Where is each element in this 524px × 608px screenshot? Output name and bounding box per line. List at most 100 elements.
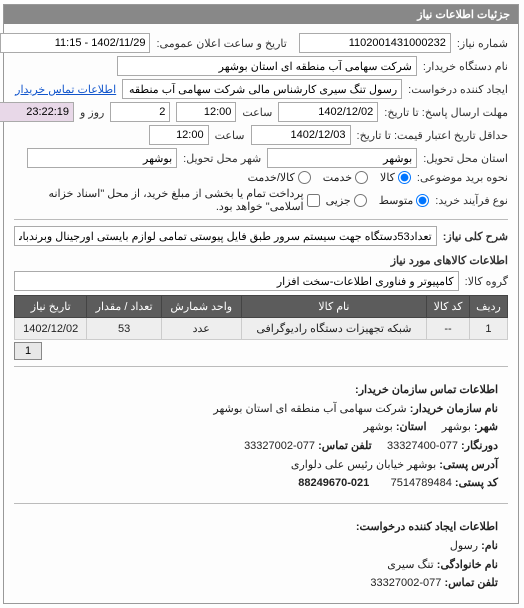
payment-checkbox-input[interactable] [308, 194, 321, 207]
desc-input[interactable] [15, 226, 438, 246]
org-addr-label: آدرس پستی: [440, 459, 499, 471]
org-special-phone: 021-88249670 [299, 477, 370, 489]
req-contact-block: اطلاعات ایجاد کننده درخواست: نام: رسول ن… [15, 514, 509, 597]
row-requester: ایجاد کننده درخواست: اطلاعات تماس خریدار [15, 79, 509, 99]
deadline-time-input[interactable] [177, 102, 237, 122]
org-phone: 077-33327002 [245, 440, 316, 452]
org-fax: 077-33327400 [388, 440, 459, 452]
buyer-input[interactable] [118, 56, 418, 76]
org-addr: بوشهر خیابان رئیس علی دلواری [292, 459, 437, 471]
org-postal-label: کد پستی: [456, 477, 499, 489]
req-name: رسول [451, 540, 479, 552]
payment-checkbox[interactable]: پرداخت تمام یا بخشی از مبلغ خرید، از محل… [15, 187, 321, 213]
row-delivery: استان محل تحویل: شهر محل تحویل: [15, 148, 509, 168]
remain-time-input [0, 102, 75, 122]
deadline-time-label: ساعت [243, 106, 273, 119]
req-family: تنگ سیری [388, 559, 435, 571]
min-valid-label: حداقل تاریخ اعتبار قیمت: تا تاریخ: [358, 129, 509, 142]
payment-note-label: پرداخت تمام یا بخشی از مبلغ خرید، از محل… [15, 187, 305, 213]
delivery-city-label: شهر محل تحویل: [184, 152, 262, 165]
org-name-label: نام سازمان خریدار: [411, 403, 499, 415]
request-no-input[interactable] [300, 33, 452, 53]
min-valid-time-label: ساعت [216, 129, 246, 142]
deadline-label: مهلت ارسال پاسخ: تا تاریخ: [385, 106, 509, 119]
td-row: 1 [470, 318, 508, 340]
req-family-label: نام خانوادگی: [438, 559, 499, 571]
announce-input[interactable] [1, 33, 151, 53]
td-unit: عدد [162, 318, 242, 340]
buyer-label: نام دستگاه خریدار: [424, 60, 509, 73]
radio-goods-label: کالا [381, 171, 396, 184]
org-province-label: استان: [397, 421, 428, 433]
radio-partial[interactable]: جزیی [327, 194, 368, 207]
desc-label: شرح کلی نیاز: [444, 230, 509, 243]
org-postal: 7514789484 [392, 477, 453, 489]
min-valid-date-input[interactable] [252, 125, 352, 145]
panel-title: جزئیات اطلاعات نیاز [5, 5, 519, 24]
radio-service-input[interactable] [356, 171, 369, 184]
org-contact-block: اطلاعات تماس سازمان خریدار: نام سازمان خ… [15, 377, 509, 497]
td-name: شبکه تجهیزات دستگاه رادیوگرافی [242, 318, 427, 340]
th-date: تاریخ نیاز [16, 296, 88, 318]
row-subject-type: نحوه برید موضوعی: کالا خدمت کالا/خدمت [15, 171, 509, 184]
requester-input[interactable] [123, 79, 403, 99]
group-input[interactable] [15, 271, 460, 291]
th-row: ردیف [470, 296, 508, 318]
th-unit: واحد شمارش [162, 296, 242, 318]
radio-goods-service[interactable]: کالا/خدمت [249, 171, 312, 184]
contact-link[interactable]: اطلاعات تماس خریدار [16, 83, 117, 96]
delivery-state-input[interactable] [268, 148, 418, 168]
divider-3 [15, 503, 509, 504]
radio-medium-input[interactable] [417, 194, 430, 207]
radio-partial-input[interactable] [355, 194, 368, 207]
radio-goods[interactable]: کالا [381, 171, 412, 184]
org-city: بوشهر [443, 421, 472, 433]
radio-service[interactable]: خدمت [324, 171, 369, 184]
goods-info-title: اطلاعات کالاهای مورد نیاز [15, 254, 509, 267]
requester-label: ایجاد کننده درخواست: [409, 83, 509, 96]
radio-partial-label: جزیی [327, 194, 352, 207]
radio-gs-label: کالا/خدمت [249, 171, 296, 184]
td-date: 1402/12/02 [16, 318, 88, 340]
pager-row: 1 [15, 342, 509, 360]
subject-type-label: نحوه برید موضوعی: [418, 171, 509, 184]
table-header-row: ردیف کد کالا نام کالا واحد شمارش تعداد /… [16, 296, 509, 318]
divider-2 [15, 366, 509, 367]
announce-label: تاریخ و ساعت اعلان عمومی: [157, 37, 287, 50]
row-buyer: نام دستگاه خریدار: [15, 56, 509, 76]
purchase-type-label: نوع فرآیند خرید: [436, 194, 509, 207]
req-phone-label: تلفن تماس: [445, 577, 499, 589]
details-panel: جزئیات اطلاعات نیاز شماره نیاز: تاریخ و … [4, 4, 520, 604]
req-name-label: نام: [482, 540, 499, 552]
th-code: کد کالا [428, 296, 471, 318]
pager-btn[interactable]: 1 [15, 342, 43, 360]
group-label: گروه کالا: [466, 275, 509, 288]
table-head: ردیف کد کالا نام کالا واحد شمارش تعداد /… [16, 296, 509, 318]
panel-content: شماره نیاز: تاریخ و ساعت اعلان عمومی: نا… [5, 24, 519, 603]
days-input[interactable] [111, 102, 171, 122]
org-phone-label: تلفن تماس: [319, 440, 373, 452]
deadline-date-input[interactable] [279, 102, 379, 122]
subject-radio-group: کالا خدمت کالا/خدمت [249, 171, 412, 184]
td-qty: 53 [88, 318, 162, 340]
delivery-city-input[interactable] [28, 148, 178, 168]
radio-goods-input[interactable] [399, 171, 412, 184]
request-no-label: شماره نیاز: [458, 37, 509, 50]
row-deadline: مهلت ارسال پاسخ: تا تاریخ: ساعت روز و سا… [15, 102, 509, 122]
td-code: -- [428, 318, 471, 340]
req-phone: 077-33327002 [371, 577, 442, 589]
table-row[interactable]: 1 -- شبکه تجهیزات دستگاه رادیوگرافی عدد … [16, 318, 509, 340]
min-valid-time-input[interactable] [150, 125, 210, 145]
row-purchase-type: نوع فرآیند خرید: متوسط جزیی پرداخت تمام … [15, 187, 509, 213]
radio-medium[interactable]: متوسط [380, 194, 431, 207]
row-desc: شرح کلی نیاز: [15, 226, 509, 246]
org-fax-label: دورنگار: [462, 440, 499, 452]
org-contact-title: اطلاعات تماس سازمان خریدار: [356, 384, 499, 396]
req-contact-title: اطلاعات ایجاد کننده درخواست: [357, 521, 499, 533]
radio-gs-input[interactable] [299, 171, 312, 184]
purchase-radio-group: متوسط جزیی [327, 194, 431, 207]
radio-medium-label: متوسط [380, 194, 415, 207]
divider [15, 219, 509, 220]
table-body: 1 -- شبکه تجهیزات دستگاه رادیوگرافی عدد … [16, 318, 509, 340]
row-min-valid: حداقل تاریخ اعتبار قیمت: تا تاریخ: ساعت [15, 125, 509, 145]
